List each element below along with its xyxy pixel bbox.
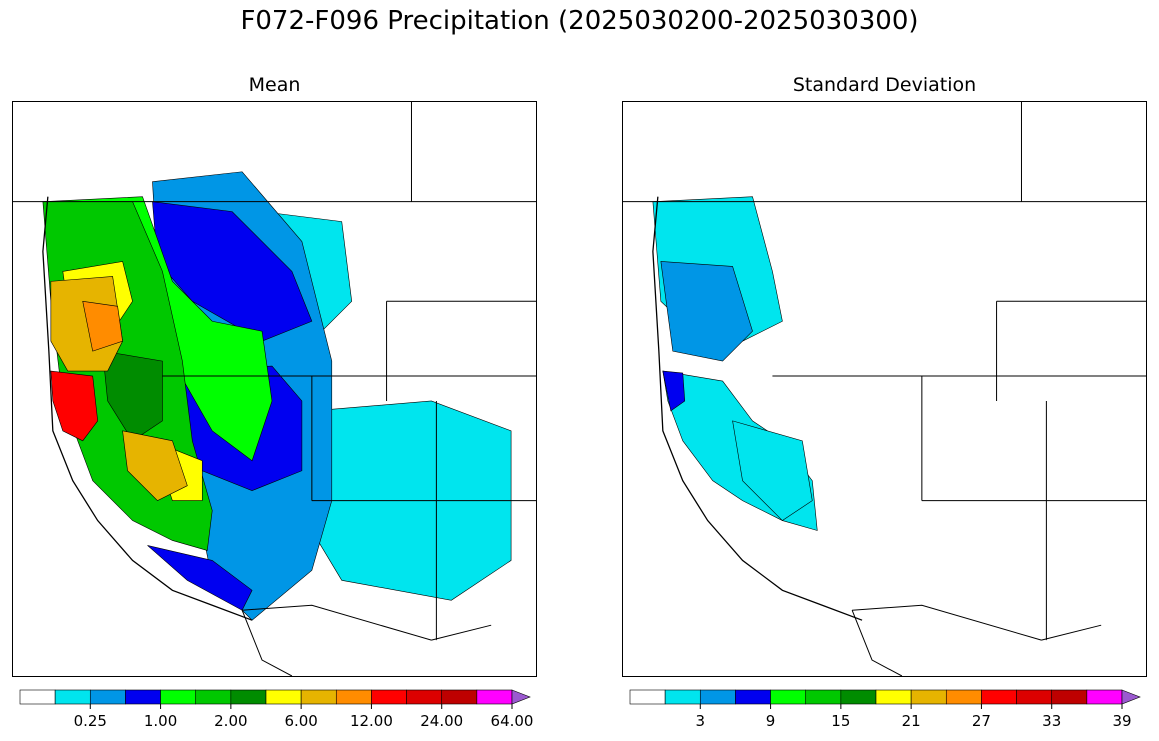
colorbar-box [981, 689, 1017, 705]
colorbar-tick-label: 2.00 [214, 712, 248, 730]
mean-red-coast [50, 370, 98, 442]
mean-state-lines [13, 102, 536, 641]
colorbar-box [875, 689, 912, 705]
colorbar-tick-label: 27 [971, 712, 991, 730]
colorbar-tick-label: 64.00 [490, 712, 534, 730]
stdev-colorbar [629, 689, 1141, 709]
mean-orange-region [82, 300, 123, 352]
mean-gold-region-sierra [122, 430, 188, 501]
colorbar-box [1051, 689, 1088, 705]
colorbar-extend-arrow [1121, 689, 1141, 705]
colorbar-box [300, 689, 337, 705]
mean-darkgreen-region [102, 350, 163, 442]
colorbar-tick-label: 6.00 [284, 712, 318, 730]
stdev-coastline [652, 196, 863, 621]
colorbar-box [54, 689, 91, 705]
mean-map[interactable] [12, 101, 537, 677]
colorbar-tick-label: 3 [695, 712, 706, 730]
figure-title: F072-F096 Precipitation (2025030200-2025… [240, 6, 919, 36]
colorbar-tick-label: 12.00 [349, 712, 393, 730]
colorbar-box [160, 689, 197, 705]
stdev-state-lines [623, 102, 1146, 641]
colorbar-tick-label: 0.25 [73, 712, 107, 730]
colorbar-extend-arrow [511, 689, 531, 705]
colorbar-box [335, 689, 372, 705]
colorbar-box [945, 689, 982, 705]
colorbar-box [699, 689, 736, 705]
colorbar-tick-label: 39 [1112, 712, 1132, 730]
colorbar-box [265, 689, 302, 705]
stdev-darkblue-coast [662, 370, 686, 412]
colorbar-box [125, 689, 161, 705]
colorbar-tick-label: 15 [831, 712, 851, 730]
colorbar-box [664, 689, 701, 705]
colorbar-box [195, 689, 232, 705]
colorbar-tick-label: 24.00 [420, 712, 464, 730]
mean-panel-title: Mean [248, 74, 301, 96]
mean-baja-coast [241, 610, 293, 676]
colorbar-tick-label: 9 [765, 712, 776, 730]
colorbar-box [840, 689, 877, 705]
colorbar-box [406, 689, 443, 705]
mean-blue-core-south [147, 545, 253, 611]
stdev-blue-region [660, 261, 753, 362]
colorbar-box [735, 689, 771, 705]
colorbar-box [19, 689, 56, 705]
colorbar-tick-label: 21 [901, 712, 921, 730]
colorbar-box [230, 689, 267, 705]
mean-colorbar [19, 689, 531, 709]
colorbar-box [89, 689, 126, 705]
stdev-panel-title: Standard Deviation [792, 74, 977, 96]
colorbar-tick-label: 33 [1042, 712, 1062, 730]
colorbar-box [1086, 689, 1123, 705]
stdev-cyan-sierra [732, 420, 813, 521]
stdev-map[interactable] [622, 101, 1147, 677]
mean-coastline [42, 196, 253, 621]
colorbar-box [1016, 689, 1053, 705]
colorbar-box [770, 689, 807, 705]
colorbar-box [441, 689, 478, 705]
colorbar-box [910, 689, 947, 705]
colorbar-box [629, 689, 666, 705]
colorbar-box [476, 689, 513, 705]
colorbar-box [805, 689, 842, 705]
colorbar-box [371, 689, 407, 705]
colorbar-tick-label: 1.00 [143, 712, 178, 730]
stdev-baja-coast [851, 610, 903, 676]
